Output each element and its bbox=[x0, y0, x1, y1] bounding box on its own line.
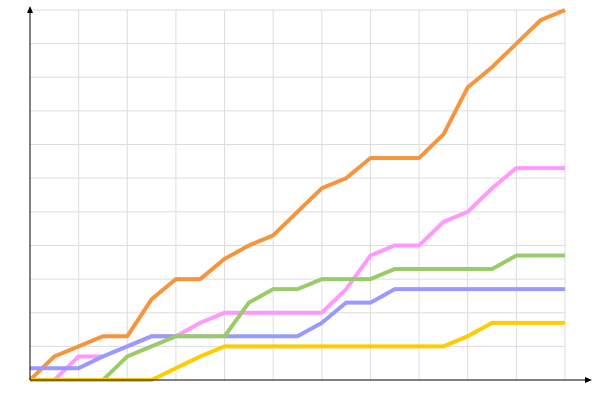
y-axis-arrow bbox=[27, 6, 33, 13]
series-line bbox=[30, 287, 565, 371]
series-line bbox=[28, 8, 566, 382]
series-line bbox=[30, 253, 565, 382]
lines bbox=[28, 8, 566, 382]
x-axis-arrow bbox=[585, 377, 592, 383]
